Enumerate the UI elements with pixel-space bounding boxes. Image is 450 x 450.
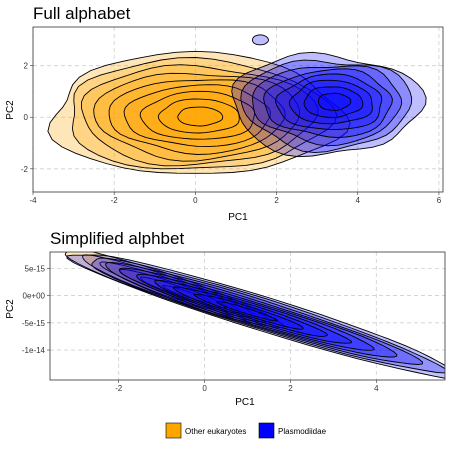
chart-1-x-axis-label: PC1 (228, 212, 248, 223)
x-tick-label: 6 (437, 196, 442, 205)
chart-1-title: Full alphabet (33, 4, 131, 23)
y-tick-label: 0e+00 (23, 292, 46, 301)
y-tick-label: -2 (21, 165, 29, 174)
y-tick-label: -1e-14 (22, 346, 46, 355)
other-eukaryotes-density-contour (177, 106, 224, 127)
plasmodiidae-density-contour (263, 68, 393, 138)
plasmodiidae-density-contour (216, 301, 278, 322)
x-tick-label: -2 (115, 384, 123, 393)
legend: Other eukaryotes Plasmodiidae (165, 422, 327, 439)
y-tick-label: 2 (24, 62, 29, 71)
legend-swatch-other-eukaryotes (165, 422, 182, 439)
chart-2-x-axis-label: PC1 (235, 397, 255, 408)
y-tick-label: -5e-15 (22, 319, 46, 328)
chart-2-plot-area: -2 0 2 4 5e-15 0e+00 -5e-15 -1e-14 (22, 251, 446, 393)
chart-1-plot-area: -4 -2 0 2 4 6 -2 0 2 (21, 26, 444, 205)
legend-label-plasmodiidae: Plasmodiidae (278, 427, 327, 436)
other-eukaryotes-density-contour (139, 90, 256, 140)
x-tick-label: 4 (374, 384, 379, 393)
plasmodiidae-density-contour (136, 273, 375, 351)
plasmodiidae-density-contour (317, 92, 352, 111)
plasmodiidae-density-contour (172, 286, 329, 337)
plasmodiidae-density-contour (275, 73, 383, 130)
x-tick-label: 2 (288, 384, 293, 393)
plasmodiidae-density-contour (240, 59, 413, 154)
other-eukaryotes-density-contour (157, 98, 240, 134)
legend-label-other-eukaryotes: Other eukaryotes (185, 427, 246, 436)
chart-2-y-axis-label: PC2 (5, 299, 16, 319)
plot-background (33, 27, 443, 192)
legend-swatch-plasmodiidae (258, 422, 275, 439)
chart-2-border (49, 251, 446, 381)
y-tick-label: 0 (24, 113, 29, 122)
chart-1-y-axis-label: PC2 (5, 100, 16, 120)
x-tick-label: 0 (193, 196, 198, 205)
chart-2-title: Simplified alphbet (50, 229, 184, 248)
y-tick-label: 5e-15 (25, 264, 46, 273)
x-tick-label: 4 (356, 196, 361, 205)
plasmodiidae-density-contour (252, 34, 269, 46)
other-eukaryotes-density-contour (99, 261, 255, 318)
x-tick-label: -2 (111, 196, 119, 205)
plasmodiidae-density-contour (303, 86, 364, 119)
x-tick-label: 0 (202, 384, 207, 393)
x-tick-label: -4 (29, 196, 37, 205)
x-tick-label: 2 (274, 196, 279, 205)
chart-1-border (32, 26, 444, 193)
